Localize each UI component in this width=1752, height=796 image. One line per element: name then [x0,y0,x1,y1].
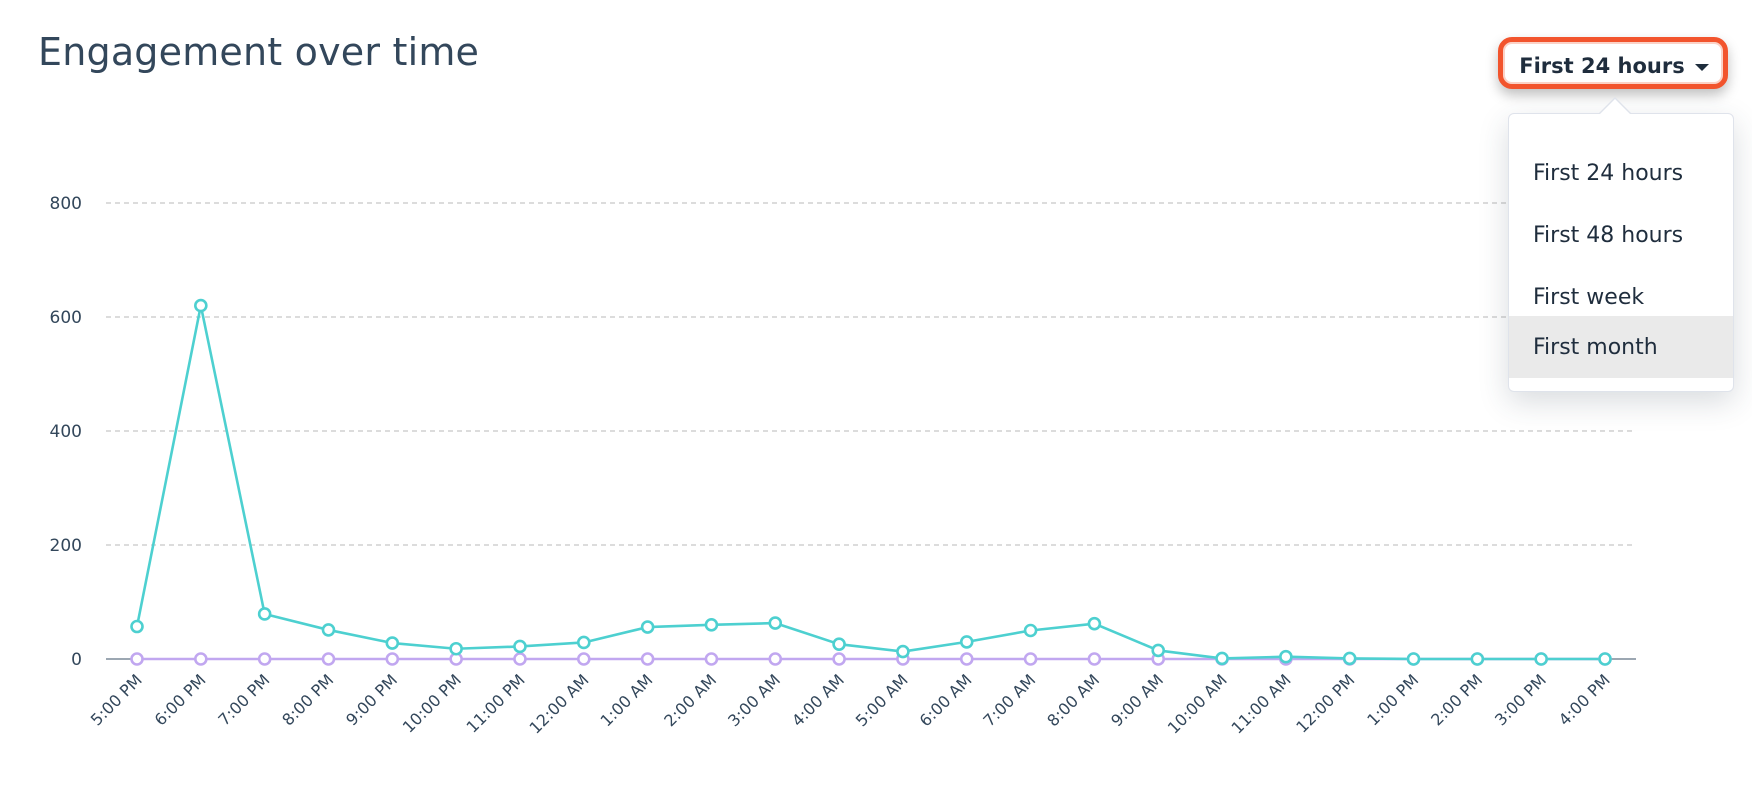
x-tick-label: 9:00 AM [1107,670,1167,730]
data-point [385,652,400,666]
x-tick-label: 10:00 PM [399,670,465,736]
menu-pointer [1600,99,1630,114]
y-tick-label: 600 [50,308,82,328]
x-tick-label: 4:00 AM [788,670,848,730]
time-range-dropdown[interactable]: First 24 hours [1514,47,1714,85]
data-point [1215,651,1229,666]
x-tick-label: 5:00 PM [87,670,146,729]
x-tick-label: 6:00 AM [916,670,976,730]
data-point [768,652,783,666]
data-point [576,652,591,666]
x-tick-label: 5:00 AM [852,670,912,730]
x-tick-label: 2:00 PM [1427,670,1486,729]
menu-item-first-week[interactable]: First week [1533,284,1645,310]
data-point [1406,652,1421,666]
x-tick-label: 9:00 PM [342,670,401,729]
x-tick-label: 2:00 AM [660,670,720,730]
data-point [194,652,208,666]
series-line [135,304,1605,661]
x-tick-label: 7:00 PM [214,670,273,729]
data-point [257,607,272,621]
data-point [449,641,463,656]
data-point [130,652,144,666]
x-tick-label: 3:00 PM [1491,670,1550,729]
x-tick-label: 1:00 PM [1363,670,1422,729]
data-point [704,617,719,632]
x-tick-label: 4:00 PM [1555,670,1614,729]
data-point [130,619,144,634]
x-tick-label: 12:00 PM [1292,670,1358,736]
y-tick-label: 400 [50,422,82,442]
data-point [640,652,655,666]
data-point [768,616,783,630]
data-point [257,652,272,666]
x-tick-label: 8:00 PM [278,670,337,729]
x-tick-label: 3:00 AM [724,670,784,730]
data-point [1534,652,1548,666]
data-point [959,635,974,649]
data-point [1342,651,1357,666]
data-point [194,298,208,313]
data-point [576,635,591,650]
x-tick-label: 11:00 AM [1228,670,1295,737]
data-point [896,644,910,659]
data-point [959,652,974,666]
data-point [1087,652,1102,666]
time-range-menu: First 24 hours First 48 hours First week… [1508,113,1734,392]
x-tick-label: 6:00 PM [151,670,210,729]
dropdown-highlight-frame [1498,37,1728,89]
data-point [321,652,336,666]
x-tick-label: 10:00 AM [1164,670,1231,737]
y-tick-label: 0 [71,650,82,670]
data-point [385,636,400,650]
x-tick-label: 8:00 AM [1043,670,1103,730]
data-point [640,620,655,634]
menu-item-first-24-hours[interactable]: First 24 hours [1533,160,1684,186]
data-point [1087,616,1102,631]
data-point [832,652,846,666]
data-point [1151,643,1166,658]
data-point [513,652,527,666]
x-tick-label: 11:00 PM [463,670,529,736]
data-point [1279,649,1293,664]
data-point [1470,652,1485,666]
menu-item-first-48-hours[interactable]: First 48 hours [1533,222,1684,248]
x-tick-label: 12:00 AM [525,670,592,737]
data-point [832,637,846,651]
x-tick-label: 7:00 AM [979,670,1039,730]
data-point [1023,623,1038,638]
data-point [1598,652,1612,666]
y-tick-label: 800 [50,194,82,214]
menu-item-first-month[interactable]: First month [1509,316,1733,378]
y-tick-label: 200 [50,536,82,556]
x-tick-label: 1:00 AM [596,670,656,730]
caret-down-icon [1694,63,1709,71]
data-point [1023,652,1038,666]
data-point [321,623,336,637]
page-title: Engagement over time [38,30,480,74]
data-point [704,652,719,666]
time-range-dropdown-label: First 24 hours [1519,54,1685,78]
data-point [513,639,527,654]
